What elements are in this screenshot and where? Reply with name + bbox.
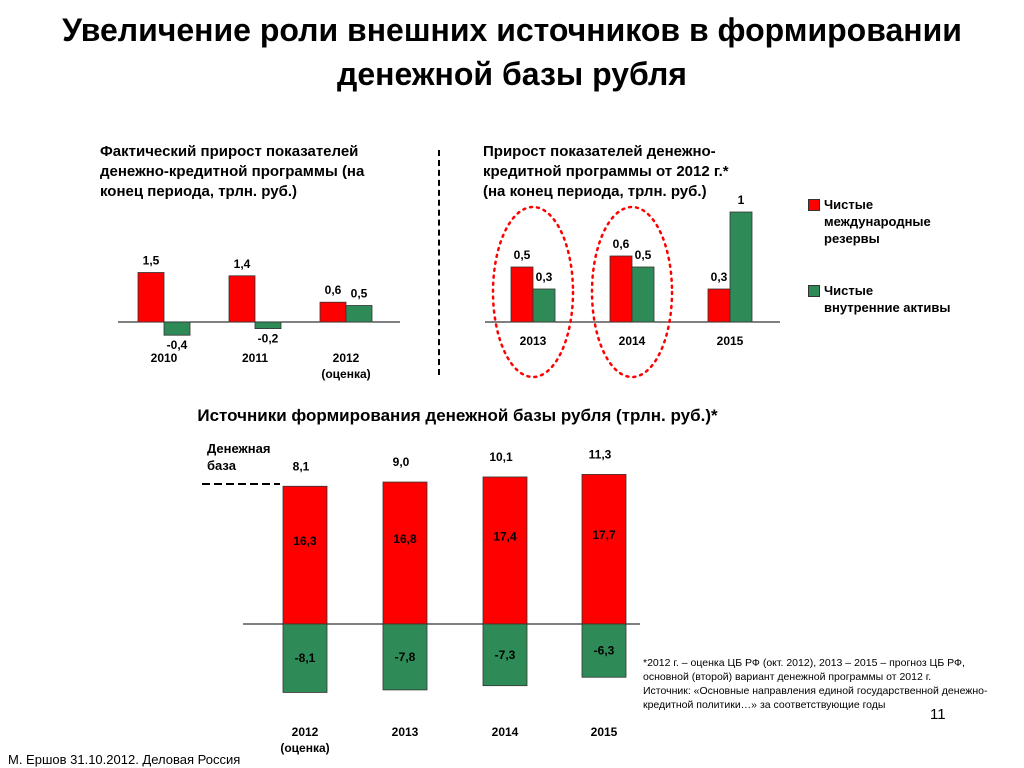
legend-swatch-green xyxy=(808,285,820,297)
total-label: 8,1 xyxy=(293,459,310,473)
data-label: -7,8 xyxy=(395,650,416,664)
bar xyxy=(282,485,328,625)
data-label: 17,7 xyxy=(592,528,616,542)
footnote: *2012 г. – оценка ЦБ РФ (окт. 2012), 201… xyxy=(643,657,988,711)
data-label: 0,6 xyxy=(613,237,630,251)
total-label: 9,0 xyxy=(393,455,410,469)
bar xyxy=(609,255,633,323)
data-label: -0,4 xyxy=(167,338,188,352)
highlight-ellipse xyxy=(590,205,674,379)
bar xyxy=(581,623,627,678)
slide-title: Увеличение роли внешних источников в фор… xyxy=(62,12,962,92)
data-label: -8,1 xyxy=(295,651,316,665)
bar xyxy=(482,476,528,625)
bar xyxy=(382,623,428,691)
category-label: 2012 (оценка) xyxy=(321,351,370,381)
data-label: 0,5 xyxy=(514,248,531,262)
category-label: 2013 xyxy=(392,725,419,739)
category-label: 2015 xyxy=(717,334,744,348)
data-label: -7,3 xyxy=(495,648,516,662)
bar xyxy=(163,321,191,336)
data-label: 16,3 xyxy=(293,534,317,548)
chart2-plot: 0,5 0,3 2013 0,6 0,5 2014 0,3 1 2015 xyxy=(485,193,780,379)
data-label: 0,6 xyxy=(325,283,342,297)
chart3-totals-label: Денежная база xyxy=(207,441,271,473)
data-label: 1,5 xyxy=(143,254,160,268)
bar xyxy=(510,266,534,323)
legend-label: Чистые международные резервы xyxy=(824,197,931,246)
legend-label: Чистые внутренние активы xyxy=(824,283,951,315)
author-credit: М. Ершов 31.10.2012. Деловая Россия xyxy=(8,752,241,767)
total-label: 11,3 xyxy=(589,447,612,461)
bar xyxy=(382,481,428,625)
legend-swatch-red xyxy=(808,199,820,211)
data-label: -6,3 xyxy=(594,644,615,658)
bar xyxy=(345,305,373,323)
bar xyxy=(707,288,731,323)
data-label: 0,3 xyxy=(711,270,728,284)
separator-line xyxy=(438,150,440,375)
data-label: 1,4 xyxy=(234,257,251,271)
category-label: 2014 xyxy=(492,725,519,739)
data-label: 0,5 xyxy=(635,248,652,262)
category-label: 2013 xyxy=(520,334,547,348)
bar xyxy=(482,623,528,687)
bar xyxy=(631,266,655,323)
category-label: 2015 xyxy=(591,725,618,739)
bar xyxy=(532,288,556,323)
bar xyxy=(319,301,347,323)
chart1-title: Фактический прирост показателей денежно-… xyxy=(100,143,365,200)
bar xyxy=(581,474,627,625)
chart3-plot: 16,3 -8,1 8,1 2012 (оценка) 16,8 -7,8 9,0 2013 17… xyxy=(202,447,640,755)
data-label: 0,3 xyxy=(536,270,553,284)
chart3-title: Источники формирования денежной базы руб… xyxy=(197,406,718,425)
bar xyxy=(729,211,753,323)
bar xyxy=(137,272,165,323)
category-label: 2010 xyxy=(151,351,178,365)
data-label: 0,5 xyxy=(351,287,368,301)
category-label: 2011 xyxy=(242,351,268,365)
total-label: 10,1 xyxy=(489,450,513,464)
data-label: 17,4 xyxy=(493,529,517,543)
highlight-ellipse xyxy=(491,205,575,379)
category-label: 2012 (оценка) xyxy=(280,725,329,755)
data-label: 16,8 xyxy=(393,532,417,546)
category-label: 2014 xyxy=(619,334,646,348)
bar xyxy=(228,275,256,323)
bar xyxy=(282,623,328,693)
page-number: 11 xyxy=(930,706,946,723)
chart2-title: Прирост показателей денежно- кредитной п… xyxy=(483,143,729,200)
data-label: 1 xyxy=(738,193,745,207)
data-label: -0,2 xyxy=(258,332,279,346)
bar xyxy=(254,321,282,329)
